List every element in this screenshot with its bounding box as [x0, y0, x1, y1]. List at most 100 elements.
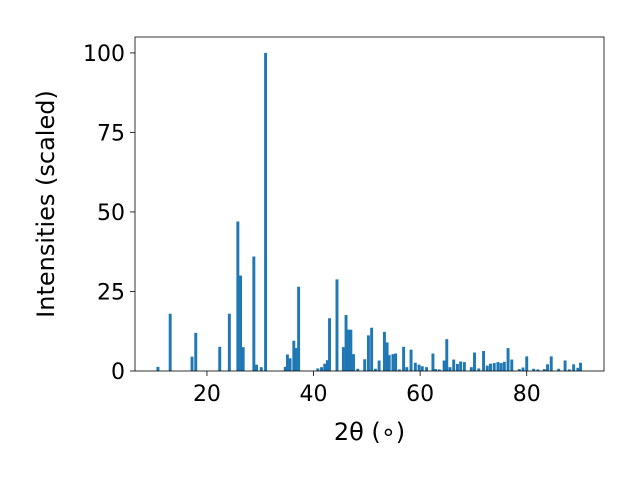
bar: [385, 342, 389, 371]
x-axis: 20 40 60 80: [193, 371, 541, 407]
bar: [455, 364, 459, 371]
bar: [506, 348, 510, 371]
bar: [391, 354, 395, 371]
y-axis: 0 25 50 75 100: [83, 42, 135, 385]
bar: [239, 275, 242, 371]
bar: [469, 367, 473, 371]
bar: [156, 366, 160, 371]
bar: [346, 329, 350, 371]
bar: [285, 354, 289, 371]
bar: [382, 331, 386, 371]
bar: [325, 360, 329, 371]
bar: [356, 368, 360, 371]
bar: [536, 369, 540, 371]
x-tick-label: 80: [513, 382, 541, 407]
bars-group: [156, 52, 583, 372]
y-tick-label: 50: [97, 201, 125, 226]
bar: [462, 362, 466, 371]
bar: [434, 369, 438, 371]
bar: [557, 368, 561, 371]
bar: [417, 364, 421, 371]
x-tick-label: 60: [406, 382, 434, 407]
bar: [445, 339, 449, 371]
bar: [397, 369, 401, 371]
bar: [370, 327, 374, 371]
bar: [579, 362, 583, 371]
bar: [255, 364, 258, 371]
bar: [420, 366, 424, 371]
bar: [442, 360, 446, 371]
plot-frame: [134, 36, 605, 372]
bar: [194, 332, 198, 371]
y-tick-label: 100: [83, 42, 125, 67]
bar: [425, 367, 428, 371]
bar: [413, 362, 417, 371]
bar: [349, 329, 353, 371]
bar: [320, 367, 323, 371]
bar: [168, 313, 172, 371]
bar: [366, 335, 370, 371]
bar: [363, 359, 367, 371]
bar: [542, 369, 546, 371]
bar: [341, 347, 345, 371]
bar: [264, 52, 268, 372]
bar: [241, 347, 245, 371]
bar: [437, 369, 441, 371]
y-tick-label: 25: [97, 280, 125, 305]
bar: [252, 256, 256, 371]
y-tick-label: 75: [97, 121, 125, 146]
bar: [482, 350, 486, 371]
bar: [517, 369, 521, 371]
y-tick-label: 0: [111, 360, 125, 385]
bar: [292, 340, 296, 371]
bar: [546, 364, 549, 371]
bar: [502, 361, 506, 371]
bar: [323, 363, 327, 371]
bar: [283, 366, 287, 371]
bar: [452, 359, 456, 371]
bar: [288, 358, 292, 371]
x-tick-label: 20: [193, 382, 221, 407]
bar: [335, 279, 339, 371]
bar: [259, 367, 263, 371]
bar: [485, 365, 489, 371]
bar: [532, 368, 536, 371]
bar: [190, 356, 194, 371]
y-axis-label: Intensities (scaled): [32, 90, 60, 318]
bar: [328, 318, 331, 371]
bar: [294, 348, 298, 371]
bar: [499, 363, 503, 371]
bar: [563, 360, 567, 371]
bar: [218, 346, 222, 371]
bar: [227, 313, 231, 371]
plot-area: [135, 37, 604, 371]
bar: [236, 221, 240, 371]
bar: [492, 363, 496, 371]
bar: [489, 363, 492, 371]
bar: [572, 364, 576, 371]
bar: [477, 368, 481, 371]
x-tick-label: 40: [300, 382, 328, 407]
bar: [409, 349, 413, 371]
bar: [402, 346, 406, 371]
bar: [377, 360, 381, 371]
bar: [297, 286, 301, 371]
bar: [525, 356, 529, 371]
bar: [567, 369, 571, 371]
bar: [549, 356, 553, 371]
bar: [459, 361, 463, 371]
bar: [405, 367, 409, 371]
bar: [448, 367, 452, 371]
bar: [473, 352, 476, 371]
bar: [496, 362, 500, 371]
bar: [373, 368, 377, 371]
bar: [352, 354, 355, 371]
bar: [521, 367, 525, 371]
x-axis-label: 2θ (∘): [334, 418, 405, 446]
bar: [510, 359, 514, 371]
bar: [387, 355, 391, 371]
bar: [431, 353, 435, 371]
bar: [344, 315, 348, 371]
bar: [576, 367, 580, 371]
